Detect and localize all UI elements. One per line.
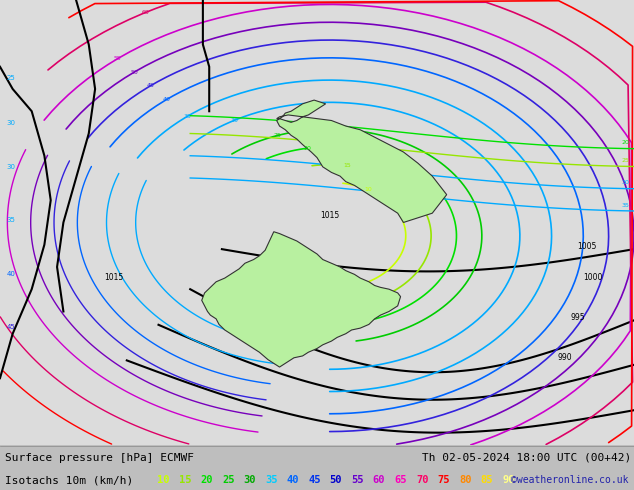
- Text: 10: 10: [364, 187, 372, 192]
- Text: 1015: 1015: [105, 273, 124, 282]
- Text: 40: 40: [287, 475, 299, 485]
- Text: 990: 990: [558, 353, 573, 363]
- Text: 995: 995: [571, 313, 585, 322]
- Text: 45: 45: [308, 475, 321, 485]
- Text: 30: 30: [243, 475, 256, 485]
- Text: 70: 70: [416, 475, 429, 485]
- Text: 1000: 1000: [583, 273, 603, 282]
- Polygon shape: [202, 232, 401, 367]
- Text: Th 02-05-2024 18:00 UTC (00+42): Th 02-05-2024 18:00 UTC (00+42): [422, 453, 631, 463]
- Text: 90: 90: [502, 475, 515, 485]
- Text: Isotachs 10m (km/h): Isotachs 10m (km/h): [5, 475, 133, 485]
- Text: 40: 40: [6, 271, 15, 277]
- Polygon shape: [276, 100, 447, 222]
- Text: 80: 80: [459, 475, 472, 485]
- Text: 25: 25: [621, 158, 629, 163]
- Text: 75: 75: [437, 475, 450, 485]
- Text: 60: 60: [142, 10, 150, 15]
- Text: 25: 25: [222, 475, 235, 485]
- Text: 30: 30: [231, 118, 238, 122]
- Text: 25: 25: [274, 133, 281, 138]
- Text: 45: 45: [146, 83, 154, 88]
- Text: 35: 35: [621, 202, 629, 208]
- Text: 15: 15: [179, 475, 191, 485]
- Text: 55: 55: [114, 56, 122, 61]
- Text: 85: 85: [481, 475, 493, 485]
- Text: 35: 35: [6, 218, 15, 223]
- Text: 50: 50: [330, 475, 342, 485]
- Text: Surface pressure [hPa] ECMWF: Surface pressure [hPa] ECMWF: [5, 453, 194, 463]
- Text: 40: 40: [163, 97, 171, 102]
- Text: 55: 55: [351, 475, 364, 485]
- Text: 50: 50: [130, 70, 138, 74]
- Text: 30: 30: [6, 120, 15, 125]
- Text: 20: 20: [200, 475, 213, 485]
- Text: 35: 35: [183, 114, 191, 119]
- Text: 1005: 1005: [577, 242, 597, 251]
- Text: ©weatheronline.co.uk: ©weatheronline.co.uk: [512, 475, 629, 485]
- Text: 25: 25: [6, 75, 15, 81]
- Text: 30: 30: [6, 164, 15, 170]
- Text: 10: 10: [157, 475, 170, 485]
- Text: 20: 20: [621, 140, 629, 145]
- Text: 45: 45: [6, 324, 15, 330]
- Text: 60: 60: [373, 475, 385, 485]
- Text: 20: 20: [304, 146, 311, 151]
- Text: 15: 15: [344, 163, 351, 168]
- Text: 30: 30: [621, 180, 629, 185]
- Text: 65: 65: [394, 475, 407, 485]
- Text: 1015: 1015: [320, 211, 339, 220]
- Text: 35: 35: [265, 475, 278, 485]
